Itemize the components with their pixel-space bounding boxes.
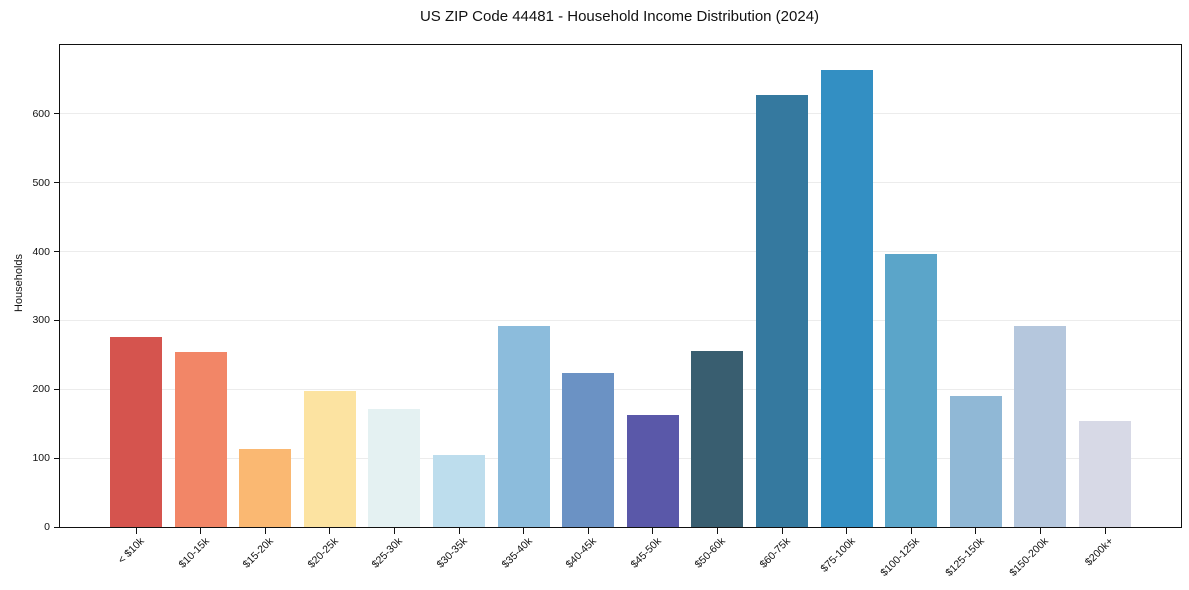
x-tick-mark: [329, 527, 331, 534]
y-tick-label: 400: [32, 245, 50, 258]
y-tick-mark: [54, 388, 60, 390]
y-tick-mark: [54, 526, 60, 528]
bar-$75-100k: [820, 70, 873, 527]
bar-$50-60k: [691, 350, 744, 527]
x-tick-mark: [200, 527, 202, 534]
x-tick-label: $150-200k: [1007, 535, 1052, 579]
x-tick-mark: [1039, 527, 1041, 534]
x-tick-label: $35-40k: [499, 535, 535, 571]
y-tick-label: 600: [32, 107, 50, 120]
x-tick-label: $45-50k: [628, 535, 664, 571]
x-tick-mark: [458, 527, 460, 534]
bar-$15-20k: [239, 449, 292, 527]
bar-$200k+: [1079, 420, 1131, 527]
x-tick-label: $20-25k: [305, 535, 341, 571]
y-tick-label: 500: [32, 176, 50, 189]
x-tick-mark: [652, 527, 654, 534]
bar-$10-15k: [174, 352, 227, 527]
x-tick-label: $75-100k: [817, 535, 858, 575]
plot-area: 0 100 200 300 400 500 600 < $10k $10-15k $15-20k $…: [32, 44, 1182, 579]
x-tick-label: $30-35k: [434, 535, 470, 571]
x-tick-mark: [587, 527, 589, 534]
bar-$30-35k: [433, 455, 485, 527]
x-tick-mark: [393, 527, 395, 534]
y-tick-label: 100: [32, 452, 50, 465]
bar-$125-150k: [949, 396, 1002, 527]
x-tick-label: $125-150k: [942, 535, 987, 579]
x-tick-label: $60-75k: [757, 535, 793, 571]
gridline-500: [60, 182, 1181, 184]
y-tick-mark: [54, 113, 60, 115]
x-tick-label: $200k+: [1082, 535, 1116, 569]
bar-$20-25k: [303, 391, 356, 527]
bar-$150-200k: [1014, 325, 1067, 527]
bar-$25-30k: [368, 408, 421, 527]
y-axis-label-text: Households: [13, 253, 25, 313]
bar-$40-45k: [562, 372, 615, 527]
x-tick-mark: [135, 527, 137, 534]
y-tick-mark: [54, 251, 60, 253]
bar-< $10k: [110, 336, 162, 527]
x-tick-mark: [264, 527, 266, 534]
x-tick-label: $50-60k: [692, 535, 729, 571]
x-tick-label: $25-30k: [369, 535, 406, 571]
y-tick-mark: [54, 319, 60, 321]
gridline-200: [60, 388, 1181, 390]
x-tick-mark: [523, 527, 525, 534]
x-tick-mark: [975, 527, 977, 534]
x-tick-label: $100-125k: [878, 535, 922, 579]
bar-$60-75k: [756, 94, 808, 527]
x-tick-mark: [846, 527, 848, 534]
y-tick-label: 0: [44, 521, 50, 533]
x-tick-label: $10-15k: [176, 535, 212, 571]
y-tick-label: 300: [32, 314, 50, 327]
gridline-100: [60, 457, 1181, 459]
bar-$100-125k: [885, 253, 938, 527]
bar-$45-50k: [626, 414, 679, 527]
gridline-600: [60, 113, 1181, 115]
gridline-400: [60, 251, 1181, 253]
x-tick-mark: [716, 527, 718, 534]
x-tick-mark: [781, 527, 783, 534]
x-tick-label: $40-45k: [563, 535, 599, 571]
x-tick-label: < $10k: [115, 535, 147, 567]
x-tick-mark: [910, 527, 912, 534]
y-tick-mark: [54, 182, 60, 184]
bar-$35-40k: [497, 325, 550, 527]
y-tick-label: 200: [32, 383, 50, 396]
x-tick-label: $15-20k: [240, 535, 276, 571]
x-tick-mark: [1104, 527, 1106, 534]
chart-title: US ZIP Code 44481 - Household Income Dis…: [419, 8, 820, 25]
gridline-300: [60, 319, 1181, 321]
y-tick-mark: [54, 457, 60, 459]
